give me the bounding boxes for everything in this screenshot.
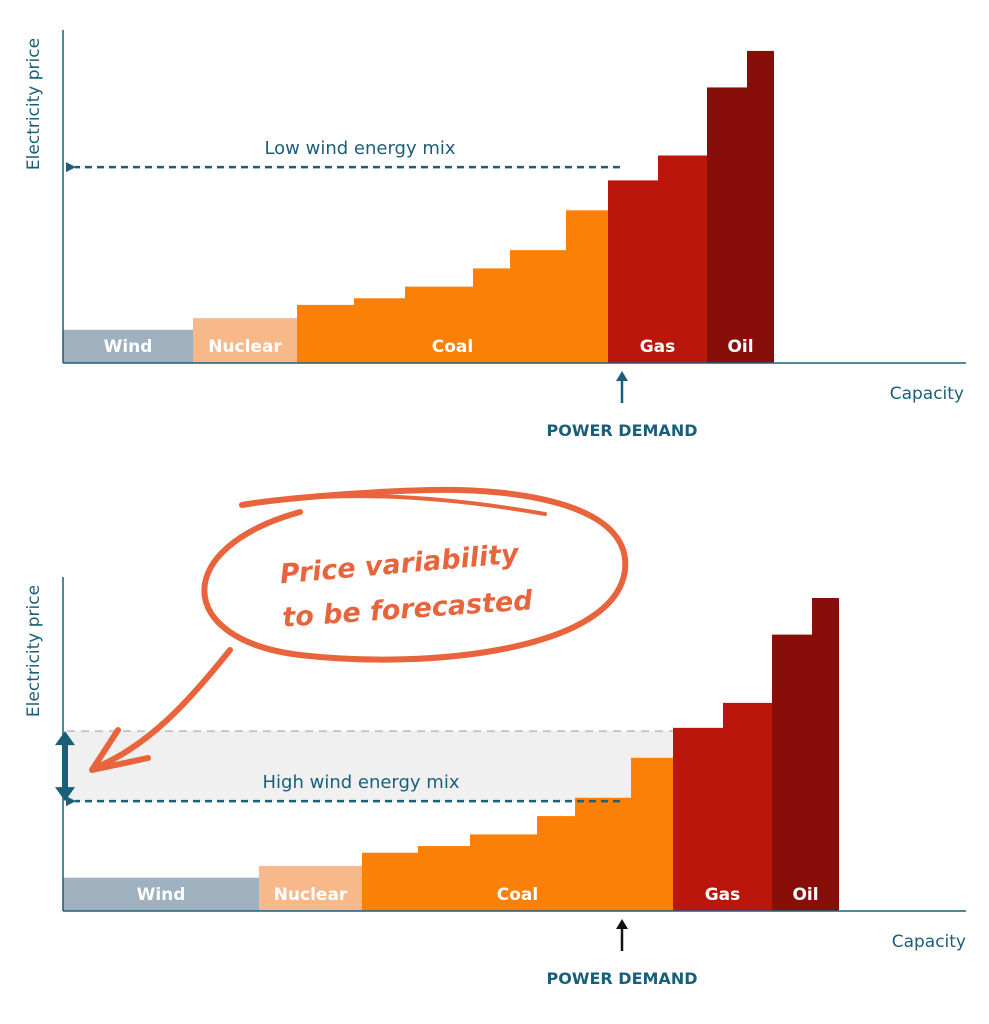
annotation-circle-tail xyxy=(240,494,547,516)
arrow-up-icon xyxy=(55,731,75,746)
price-variability-band xyxy=(63,731,673,802)
segment-label-oil: Oil xyxy=(727,337,753,357)
annotation-arrow-icon xyxy=(92,647,233,771)
bar-gas xyxy=(673,727,723,911)
segment-label-coal: Coal xyxy=(432,337,473,357)
annotation-arrowhead-icon xyxy=(89,727,151,773)
bar-wind xyxy=(63,329,193,363)
segment-label-gas: Gas xyxy=(640,337,676,357)
y-axis-label: Electricity price xyxy=(24,38,44,170)
power-demand-label-top: POWER DEMAND xyxy=(547,421,698,440)
bar-gas xyxy=(658,155,707,363)
arrow-up-icon xyxy=(616,371,628,381)
arrow-up-icon xyxy=(616,919,628,929)
bar-oil xyxy=(707,87,747,363)
segment-label-nuclear: Nuclear xyxy=(274,885,348,905)
segment-label-wind: Wind xyxy=(137,885,186,905)
low-wind-chart: Wind Nuclear Coal Gas Oil Electricity price … xyxy=(24,30,966,440)
bar-nuclear xyxy=(259,866,362,911)
price-variability-double-arrow xyxy=(55,731,75,802)
bar-coal xyxy=(354,298,405,363)
segment-label-oil: Oil xyxy=(792,885,818,905)
bar-coal xyxy=(470,834,537,911)
bar-nuclear xyxy=(193,318,297,363)
high-wind-bars xyxy=(63,597,839,911)
annotation-circle xyxy=(201,486,629,663)
segment-label-nuclear: Nuclear xyxy=(208,337,282,357)
arrow-down-icon xyxy=(55,787,75,802)
bar-coal xyxy=(631,757,673,911)
bar-coal xyxy=(575,797,631,911)
bar-coal xyxy=(566,210,608,363)
low-wind-mix-label: Low wind energy mix xyxy=(264,138,455,159)
bar-coal xyxy=(510,250,566,363)
bar-coal xyxy=(418,846,470,911)
bar-gas xyxy=(608,180,658,363)
bar-oil xyxy=(747,50,774,364)
bar-oil xyxy=(772,634,812,911)
low-wind-bars xyxy=(63,50,774,364)
bar-wind xyxy=(63,877,259,911)
bar-coal xyxy=(537,816,575,911)
bar-coal xyxy=(473,268,510,363)
y-axis-label: Electricity price xyxy=(24,585,44,717)
x-axis-label: Capacity xyxy=(892,932,966,952)
high-wind-chart: Wind Nuclear Coal Gas Oil Electricity price … xyxy=(24,577,966,988)
bar-gas xyxy=(723,702,772,911)
power-demand-arrow-top xyxy=(616,371,628,403)
bar-coal xyxy=(297,304,354,363)
high-wind-mix-label: High wind energy mix xyxy=(263,772,460,793)
power-demand-arrow-bottom xyxy=(616,919,628,951)
power-demand-label-bottom: POWER DEMAND xyxy=(547,969,698,988)
segment-label-gas: Gas xyxy=(705,885,741,905)
bar-coal xyxy=(405,286,473,363)
annotation-text-line2: to be forecasted xyxy=(281,585,534,633)
x-axis-label: Capacity xyxy=(890,384,964,404)
segment-label-coal: Coal xyxy=(497,885,538,905)
segment-label-wind: Wind xyxy=(104,337,153,357)
bar-coal xyxy=(362,852,418,911)
bar-oil xyxy=(812,597,839,911)
annotation-text-line1: Price variability xyxy=(279,539,522,591)
price-variability-note: Price variability to be forecasted xyxy=(89,486,629,773)
